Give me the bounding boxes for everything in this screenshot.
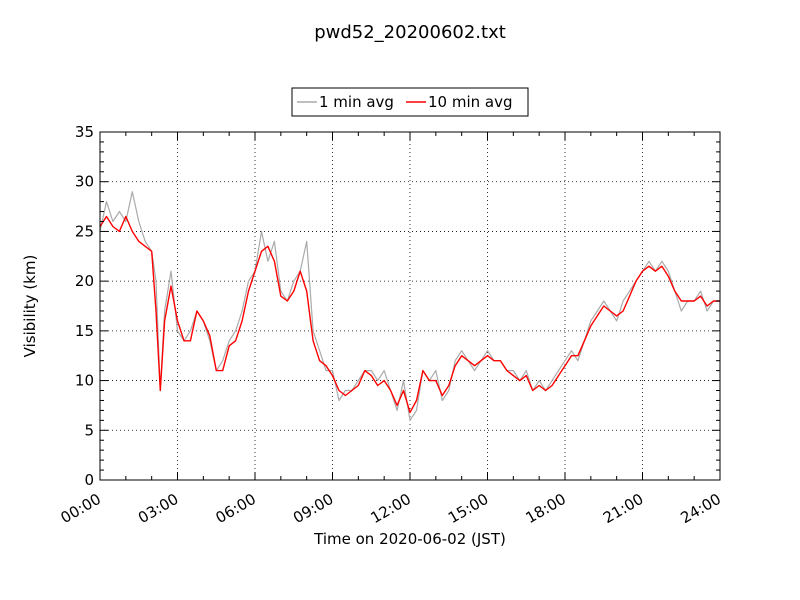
y-tick-label: 35: [75, 123, 94, 141]
y-axis-label: Visibility (km): [21, 255, 39, 358]
legend: 1 min avg 10 min avg: [291, 87, 529, 117]
series-layer: [99, 191, 720, 421]
y-tick-label: 20: [75, 272, 94, 290]
y-tick-label: 25: [75, 222, 94, 240]
grid: [100, 132, 720, 480]
y-tick-label: 30: [75, 173, 94, 191]
y-tick-label: 15: [75, 322, 94, 340]
y-tick-label: 10: [75, 372, 94, 390]
chart-title: pwd52_20200602.txt: [314, 22, 506, 43]
y-tick-label: 5: [84, 421, 94, 439]
legend-label-1min: 1 min avg: [319, 93, 394, 111]
series-line-10min-avg: [99, 215, 720, 414]
legend-label-10min: 10 min avg: [428, 93, 513, 111]
y-tick-label: 0: [84, 471, 94, 489]
x-axis-label: Time on 2020-06-02 (JST): [313, 530, 506, 548]
